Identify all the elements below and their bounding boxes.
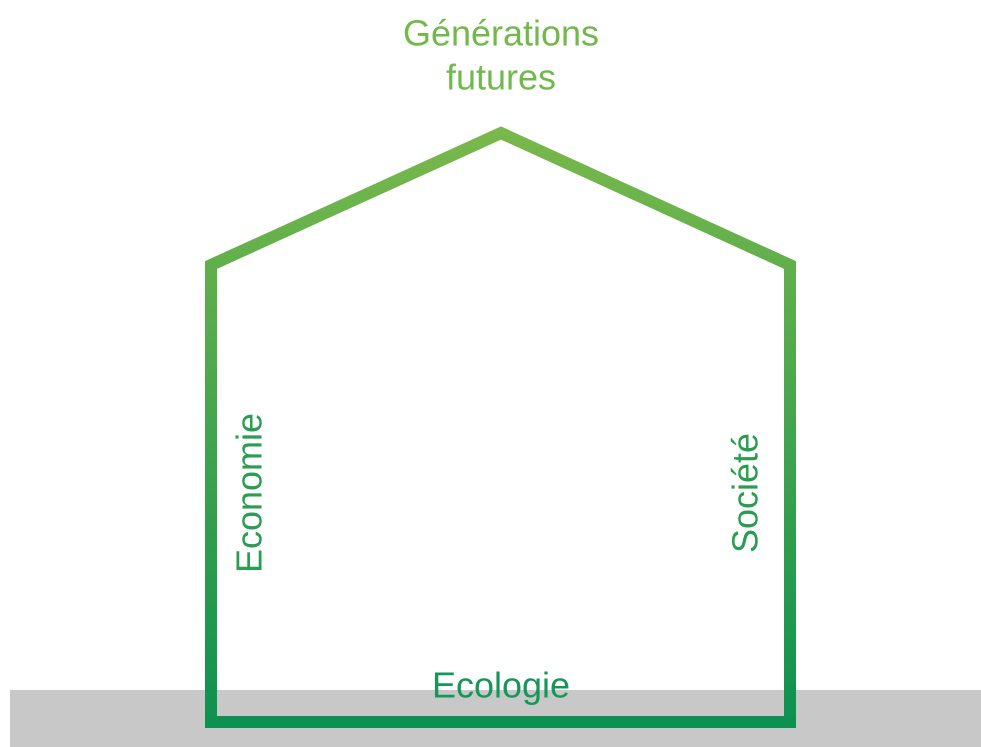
roof-label-line1: Générations bbox=[403, 13, 599, 54]
roof-label-line2: futures bbox=[446, 57, 556, 98]
floor-label: Ecologie bbox=[432, 665, 570, 706]
left-wall-label: Economie bbox=[229, 413, 270, 573]
right-wall-label: Société bbox=[725, 433, 766, 553]
house-outline bbox=[205, 126, 796, 728]
